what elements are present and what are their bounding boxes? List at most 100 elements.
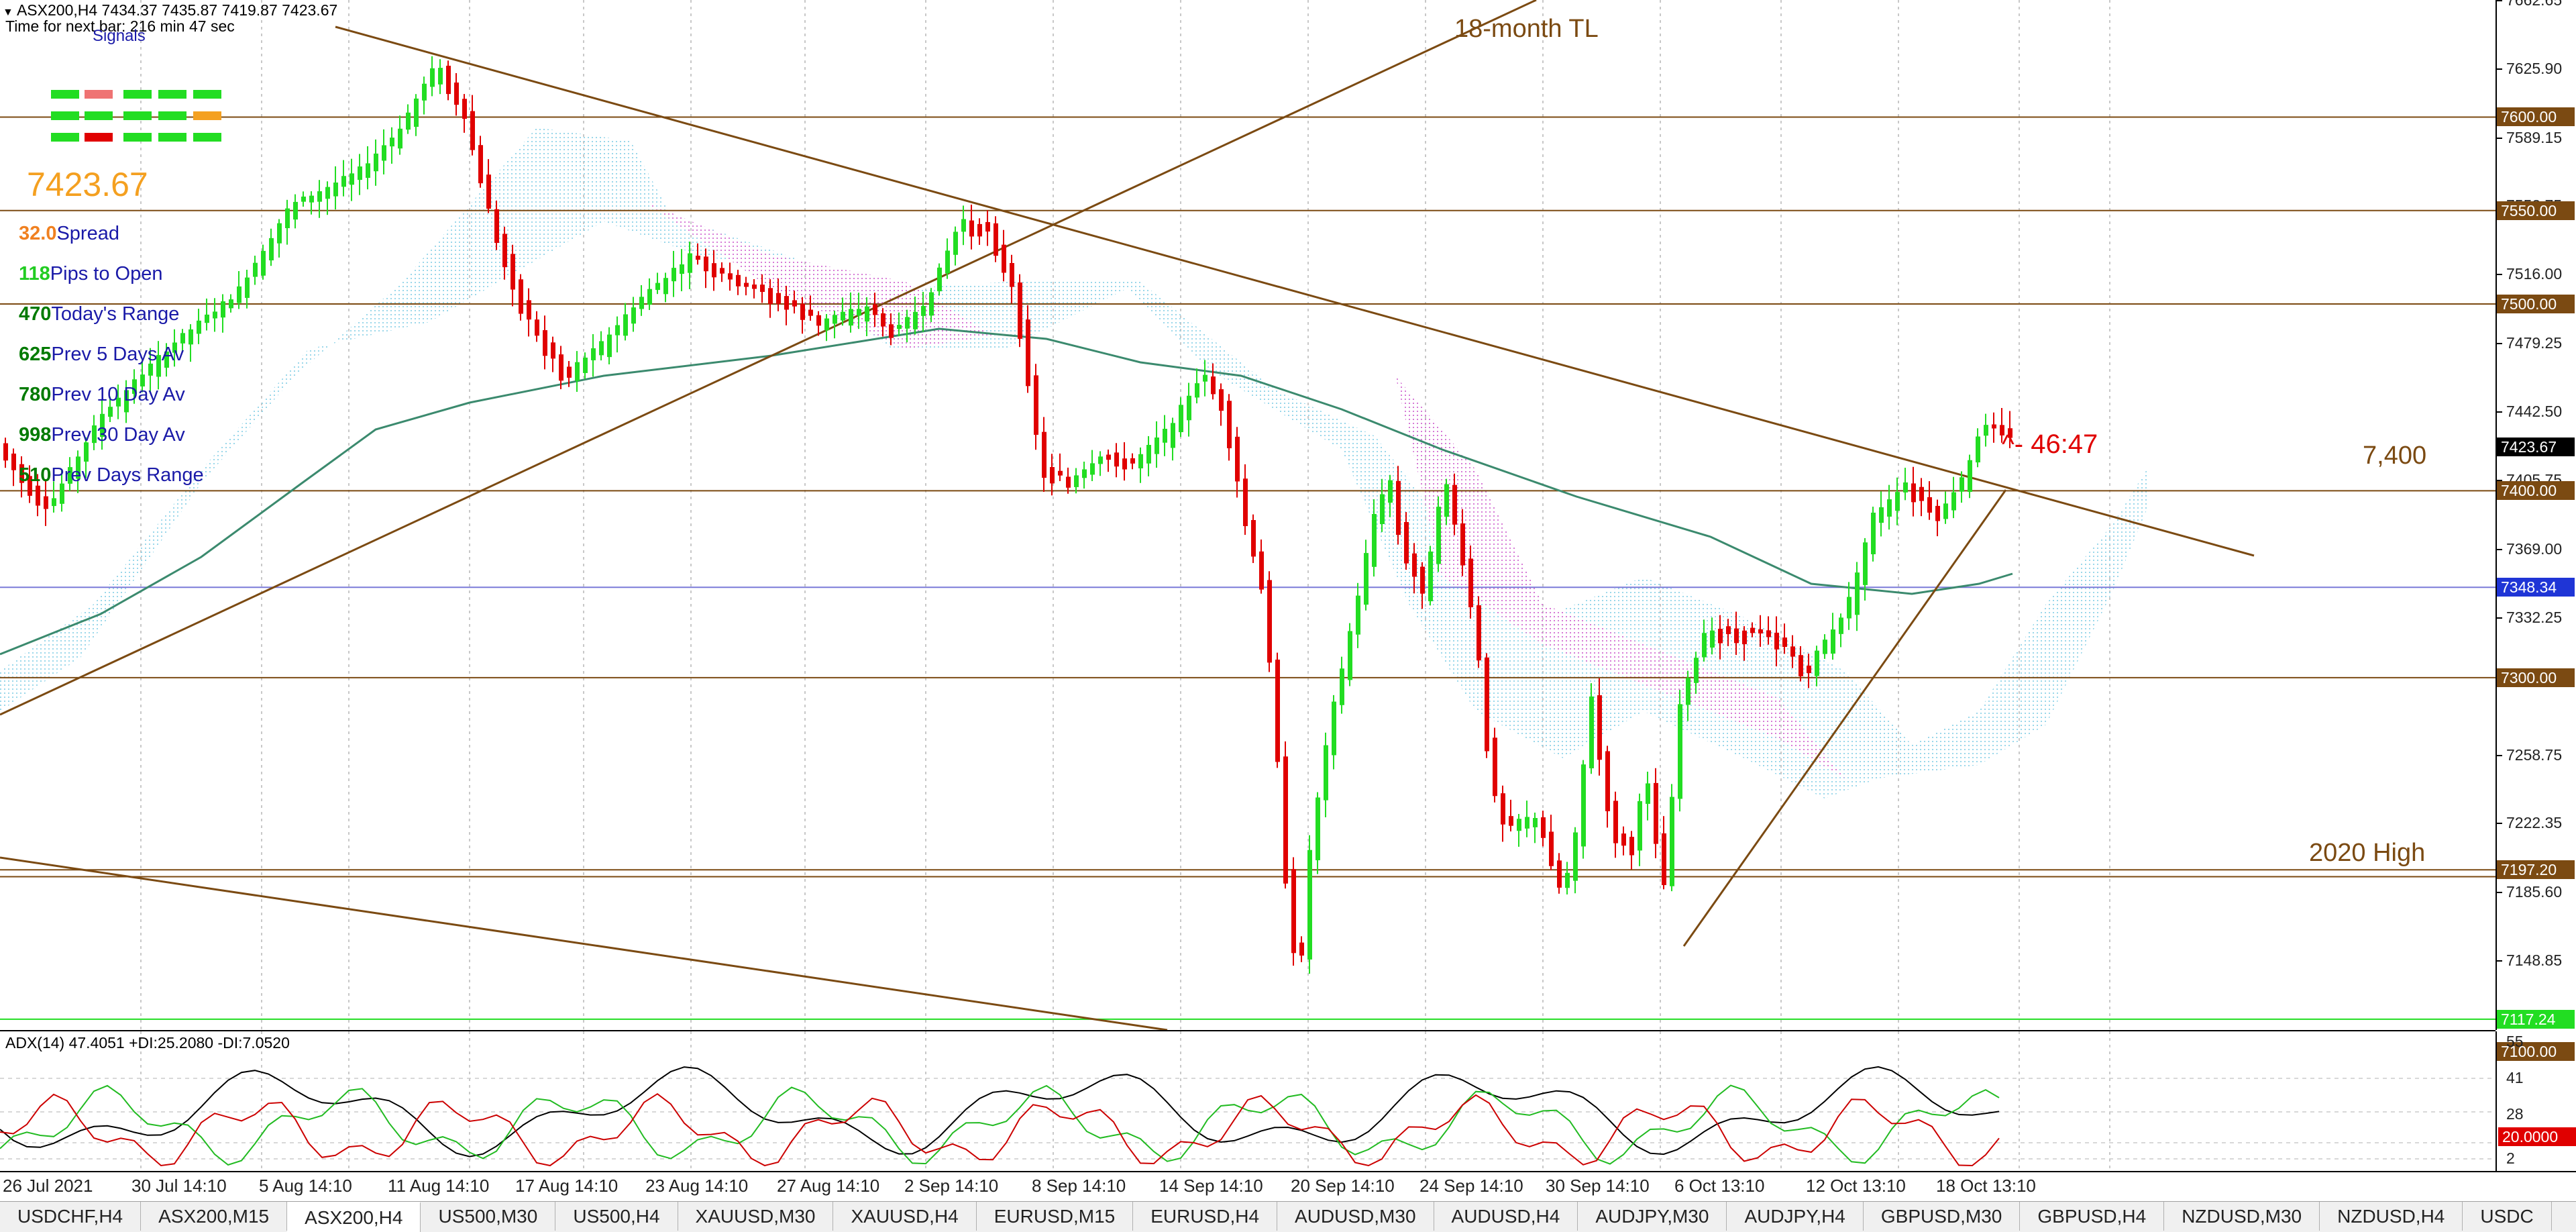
candle-body — [945, 250, 950, 274]
candle-body — [1662, 833, 1666, 886]
candle-body — [1823, 639, 1827, 654]
chart-tab[interactable]: AUDJPY,M30 — [1578, 1202, 1727, 1231]
candle-body — [1613, 801, 1618, 843]
candle-body — [317, 191, 322, 202]
main-chart[interactable]: ▼ ASX200,H4 7434.37 7435.87 7419.87 7423… — [0, 0, 2496, 1031]
signal-cell — [123, 111, 152, 120]
chart-tab[interactable]: XAUUSD,H4 — [833, 1202, 977, 1231]
chart-tab[interactable]: GBPUSD,M30 — [1864, 1202, 2021, 1231]
candle-body — [1307, 850, 1312, 960]
candle-body — [430, 68, 435, 87]
price-level-tag: 7100.00 — [2497, 1041, 2575, 1061]
price-level-tag: 7300.00 — [2497, 668, 2575, 687]
chart-tab[interactable]: USDC — [2463, 1202, 2552, 1231]
time-axis-label: 5 Aug 14:10 — [259, 1176, 352, 1196]
time-axis-label: 30 Sep 14:10 — [1546, 1176, 1650, 1196]
chart-tab[interactable]: US500,M30 — [421, 1202, 556, 1231]
chart-tab[interactable]: EURUSD,H4 — [1133, 1202, 1278, 1231]
chart-tab[interactable]: ASX200,M15 — [141, 1202, 288, 1231]
candle-body — [1299, 942, 1304, 956]
candle-body — [1992, 424, 1996, 429]
signal-cell — [123, 133, 152, 142]
candle-body — [527, 300, 531, 320]
adx-axis[interactable]: 55 41 28 2 20.0000 — [2496, 1031, 2576, 1171]
candle-body — [1074, 475, 1079, 487]
chart-tab[interactable]: AUDUSD,H4 — [1434, 1202, 1578, 1231]
info-row-value: 118 — [19, 263, 50, 285]
candle-body — [390, 138, 394, 147]
chart-tab[interactable]: NZDUSD,H4 — [2320, 1202, 2463, 1231]
price-tick-label: 7369.00 — [2506, 540, 2563, 558]
time-axis[interactable]: 26 Jul 2021 30 Jul 14:10 5 Aug 14:10 11 Aug… — [0, 1171, 2576, 1202]
info-row: 625Prev 5 Days Av — [19, 344, 184, 366]
signals-title: Signals — [93, 27, 146, 45]
candle-body — [1984, 425, 1988, 436]
candle-body — [189, 329, 193, 345]
candle-body — [1710, 630, 1715, 648]
chart-tab[interactable]: XAUUSD,M30 — [678, 1202, 834, 1231]
candle-body — [1436, 507, 1441, 564]
candle-body — [663, 278, 668, 295]
candle-body — [1831, 629, 1835, 654]
candle-body — [1525, 817, 1529, 829]
candle-body — [1002, 244, 1006, 273]
candle-body — [1195, 383, 1199, 398]
adx-tick-label: 28 — [2506, 1105, 2524, 1123]
candle-body — [897, 325, 902, 329]
adx-canvas[interactable] — [0, 1031, 2496, 1171]
time-axis-label: 14 Sep 14:10 — [1159, 1176, 1263, 1196]
candle-body — [92, 425, 97, 444]
price-level-tag: 7400.00 — [2497, 481, 2575, 501]
chart-tab[interactable]: AUDJPY,H4 — [1727, 1202, 1864, 1231]
candle-body — [1629, 837, 1634, 856]
candle-body — [551, 342, 555, 359]
candle-body — [575, 362, 580, 381]
candle-body — [1364, 553, 1368, 605]
candle-body — [132, 379, 137, 394]
chart-tab[interactable]: EURUSD,M15 — [977, 1202, 1134, 1231]
chart-tab[interactable]: ASX200,H4 — [287, 1202, 421, 1232]
candle-body — [1702, 633, 1707, 658]
candle-body — [1171, 423, 1175, 448]
candle-body — [1951, 492, 1956, 511]
chart-tab[interactable]: US500,H4 — [555, 1202, 678, 1231]
candle-body — [309, 195, 314, 203]
candle-body — [1976, 436, 1980, 463]
candle-body — [591, 348, 596, 360]
time-axis-label: 30 Jul 14:10 — [131, 1176, 227, 1196]
info-row-value: 625 — [19, 344, 52, 365]
plus-di-line — [0, 1084, 2000, 1166]
candle-body — [261, 250, 266, 276]
candle-body — [358, 166, 362, 181]
chart-tab[interactable]: USDCHF,H4 — [0, 1202, 142, 1231]
collapse-triangle-icon[interactable]: ▼ — [3, 7, 13, 18]
candle-body — [1815, 650, 1819, 676]
chart-tab[interactable]: AUDUSD,M30 — [1277, 1202, 1434, 1231]
chart-tab[interactable]: GBPUSD,H4 — [2020, 1202, 2165, 1231]
candle-body — [140, 374, 145, 387]
candle-body — [1605, 751, 1610, 811]
candle-body — [985, 221, 990, 232]
candle-body — [52, 498, 56, 507]
candle-body — [704, 256, 708, 272]
price-tick-mark — [2497, 68, 2502, 70]
adx-level-tag: 20.0000 — [2498, 1127, 2576, 1146]
candle-body — [1734, 628, 1739, 644]
price-chart-canvas[interactable] — [0, 0, 2496, 1030]
candle-body — [1267, 580, 1272, 663]
candle-body — [1460, 523, 1465, 566]
adx-tick-label: 55 — [2506, 1033, 2524, 1050]
candle-body — [293, 201, 298, 220]
candle-body — [253, 262, 258, 277]
adx-indicator-pane[interactable]: ADX(14) 47.4051 +DI:25.2080 -DI:7.0520 — [0, 1031, 2496, 1171]
candle-body — [1646, 783, 1650, 804]
price-tick-mark — [2497, 960, 2502, 962]
candle-body — [873, 304, 877, 315]
candle-body — [1493, 737, 1497, 797]
signal-cell — [158, 111, 186, 120]
chart-tab[interactable]: NZDUSD,M30 — [2164, 1202, 2320, 1231]
candle-body — [2000, 425, 2004, 435]
info-row-label: Prev Days Range — [51, 464, 204, 486]
candle-body — [1597, 695, 1602, 760]
candle-body — [1895, 492, 1900, 511]
